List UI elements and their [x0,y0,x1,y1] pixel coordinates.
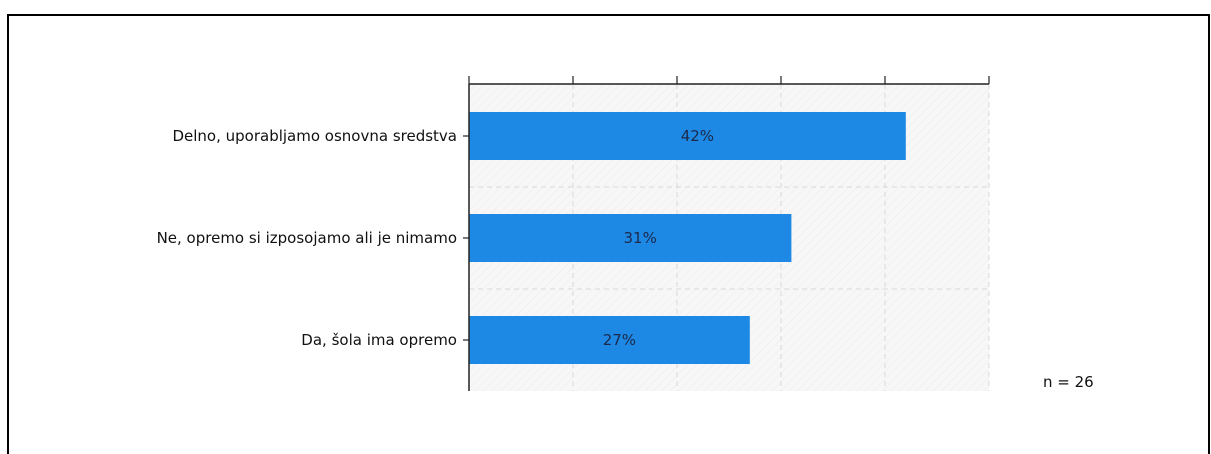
category-label: Da, šola ima opremo [301,331,457,349]
bars [469,112,906,364]
data-label: 42% [681,127,714,145]
axes [463,76,990,391]
data-label: 31% [624,229,657,247]
category-label: Ne, opremo si izposojamo ali je nimamo [157,229,457,247]
labels: Delno, uporabljamo osnovna sredstva 42% Ne… [157,127,715,349]
data-label: 27% [603,331,636,349]
bar-chart: Delno, uporabljamo osnovna sredstva 42% Ne… [157,76,990,391]
bar [469,214,792,262]
chart-frame [7,14,1210,454]
bar [469,112,906,160]
bar [469,316,750,364]
sample-size-note: n = 26 [1043,373,1094,391]
category-label: Delno, uporabljamo osnovna sredstva [172,127,457,145]
